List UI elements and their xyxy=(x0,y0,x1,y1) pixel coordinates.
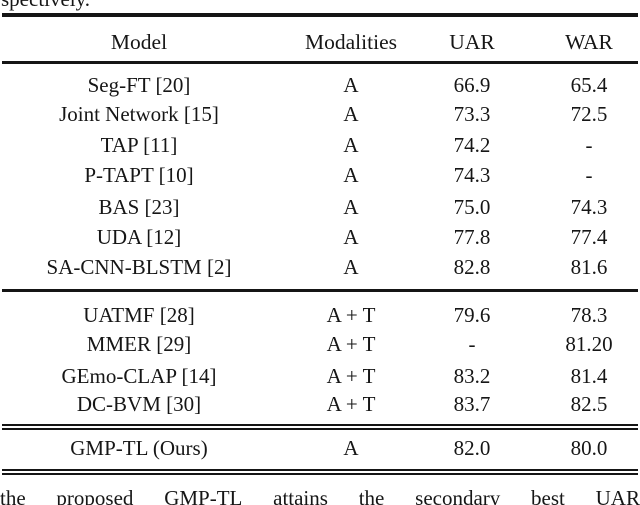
table-row: Joint Network [15] A 73.3 72.5 xyxy=(0,99,640,129)
uar-cell: 83.2 xyxy=(453,364,491,388)
cropped-paragraph-bottom: the proposed GMP-TL attains the secondar… xyxy=(0,486,640,505)
uar-cell: 74.3 xyxy=(453,163,491,187)
model-cell: UATMF [28] xyxy=(83,303,195,327)
model-cell: Seg-FT [20] xyxy=(87,73,191,97)
table-ours-rule xyxy=(2,424,638,430)
body-text-word: GMP-TL xyxy=(164,486,243,505)
column-header-war: WAR xyxy=(565,30,613,54)
model-cell: BAS [23] xyxy=(98,195,180,219)
uar-cell: 83.7 xyxy=(453,392,491,416)
model-cell: Joint Network [15] xyxy=(59,102,219,126)
body-text-word: the xyxy=(358,486,385,505)
model-cell: GEmo-CLAP [14] xyxy=(61,364,217,388)
model-cell: P-TAPT [10] xyxy=(84,163,194,187)
uar-cell: 73.3 xyxy=(453,102,491,126)
body-text-word: secondary xyxy=(415,486,501,505)
war-cell: 80.0 xyxy=(570,436,608,460)
table-row: UATMF [28] A + T 79.6 78.3 xyxy=(0,300,640,330)
table-header-row: Model Modalities UAR WAR xyxy=(0,27,640,57)
war-cell: 81.20 xyxy=(565,332,613,356)
war-cell: 65.4 xyxy=(570,73,608,97)
cropped-paragraph-top: spectively. xyxy=(1,0,90,11)
war-cell: - xyxy=(585,133,593,157)
war-cell: 77.4 xyxy=(570,225,608,249)
modalities-cell: A xyxy=(343,255,359,279)
modalities-cell: A + T xyxy=(326,364,376,388)
table-header-rule xyxy=(2,61,638,64)
modalities-cell: A xyxy=(343,225,359,249)
uar-cell: 77.8 xyxy=(453,225,491,249)
war-cell: 74.3 xyxy=(570,195,608,219)
table-row-ours: GMP-TL (Ours) A 82.0 80.0 xyxy=(0,433,640,463)
uar-cell: 82.0 xyxy=(453,436,491,460)
body-text-word: best xyxy=(531,486,565,505)
modalities-cell: A xyxy=(343,195,359,219)
modalities-cell: A xyxy=(343,73,359,97)
table-row: TAP [11] A 74.2 - xyxy=(0,130,640,160)
modalities-cell: A xyxy=(343,102,359,126)
table-row: BAS [23] A 75.0 74.3 xyxy=(0,192,640,222)
war-cell: 81.6 xyxy=(570,255,608,279)
model-cell: SA-CNN-BLSTM [2] xyxy=(46,255,232,279)
war-cell: - xyxy=(585,163,593,187)
model-cell: GMP-TL (Ours) xyxy=(70,436,208,460)
war-cell: 81.4 xyxy=(570,364,608,388)
table-row: MMER [29] A + T - 81.20 xyxy=(0,329,640,359)
table-row: GEmo-CLAP [14] A + T 83.2 81.4 xyxy=(0,361,640,391)
body-text-word: UAR xyxy=(595,486,640,505)
modalities-cell: A + T xyxy=(326,392,376,416)
war-cell: 82.5 xyxy=(570,392,608,416)
modalities-cell: A xyxy=(343,163,359,187)
table-row: DC-BVM [30] A + T 83.7 82.5 xyxy=(0,389,640,419)
table-section-rule xyxy=(2,289,638,292)
table-bottom-rule xyxy=(2,469,638,475)
modalities-cell: A + T xyxy=(326,303,376,327)
modalities-cell: A xyxy=(343,436,359,460)
body-text-word: the xyxy=(0,486,26,505)
model-cell: UDA [12] xyxy=(96,225,182,249)
uar-cell: 82.8 xyxy=(453,255,491,279)
uar-cell: 75.0 xyxy=(453,195,491,219)
war-cell: 72.5 xyxy=(570,102,608,126)
uar-cell: 79.6 xyxy=(453,303,491,327)
modalities-cell: A + T xyxy=(326,332,376,356)
table-row: P-TAPT [10] A 74.3 - xyxy=(0,160,640,190)
table-top-rule xyxy=(2,13,638,17)
column-header-uar: UAR xyxy=(449,30,495,54)
column-header-model: Model xyxy=(110,30,168,54)
table-row: Seg-FT [20] A 66.9 65.4 xyxy=(0,70,640,100)
model-cell: MMER [29] xyxy=(86,332,192,356)
column-header-modalities: Modalities xyxy=(305,30,397,54)
uar-cell: 66.9 xyxy=(453,73,491,97)
model-cell: TAP [11] xyxy=(100,133,178,157)
model-cell: DC-BVM [30] xyxy=(76,392,202,416)
table-row: UDA [12] A 77.8 77.4 xyxy=(0,222,640,252)
body-text-word: proposed xyxy=(56,486,134,505)
modalities-cell: A xyxy=(343,133,359,157)
table-row: SA-CNN-BLSTM [2] A 82.8 81.6 xyxy=(0,252,640,282)
uar-cell: 74.2 xyxy=(453,133,491,157)
uar-cell: - xyxy=(468,332,476,356)
war-cell: 78.3 xyxy=(570,303,608,327)
body-text-word: attains xyxy=(273,486,328,505)
